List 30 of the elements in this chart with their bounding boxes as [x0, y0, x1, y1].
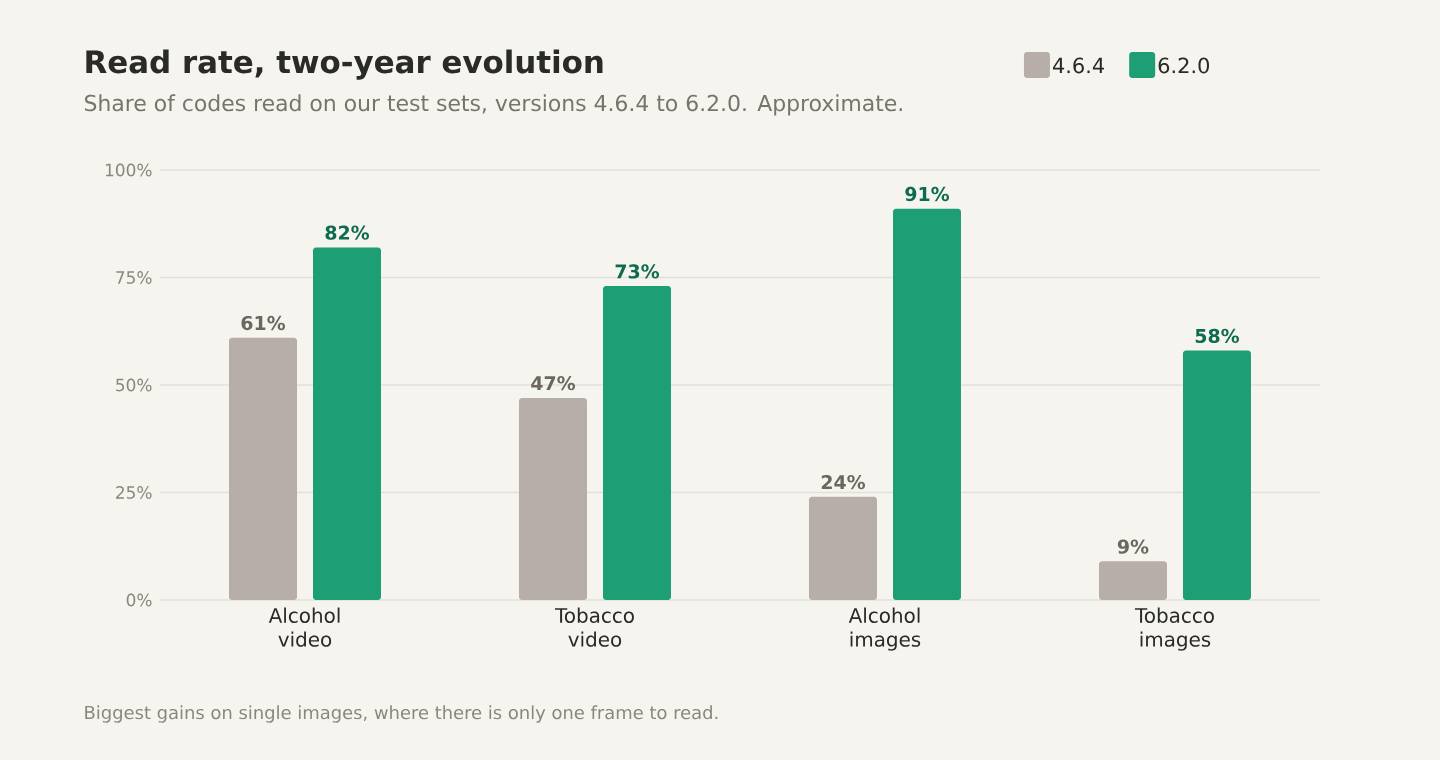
legend-label: 6.2.0 [1158, 57, 1209, 74]
x-tick-label: Tobacco video [554, 607, 634, 647]
bar [808, 496, 877, 600]
data-label: 9% [1117, 539, 1149, 554]
y-tick-label: 100% [105, 163, 152, 177]
y-tick-label: 75% [116, 271, 152, 284]
bar [602, 286, 671, 600]
bar [1098, 561, 1167, 600]
y-tick-label: 0% [126, 593, 152, 607]
legend-label: 4.6.4 [1052, 57, 1104, 74]
y-tick-label: 25% [116, 486, 152, 499]
data-label: 82% [325, 225, 370, 240]
x-tick-label: Tobacco images [1134, 607, 1214, 651]
bar [229, 337, 297, 600]
x-tick-label: Alcohol video [268, 607, 340, 647]
chart-title: Read rate, two-year evolution [86, 49, 603, 80]
data-label: 58% [1195, 328, 1240, 344]
data-label: 24% [821, 474, 866, 490]
bar [1182, 350, 1251, 600]
bar [518, 397, 587, 600]
data-label: 61% [241, 315, 286, 331]
data-label: 73% [615, 264, 660, 279]
data-label: 47% [531, 376, 576, 391]
bar [313, 247, 381, 600]
y-tick-label: 50% [116, 378, 152, 392]
text: Biggest gains on single images, where there is only one frame to read. [85, 705, 718, 723]
data-label: 91% [905, 186, 950, 202]
bar [892, 208, 961, 600]
chart-subtitle: Share of codes read on our test sets, versions 4.6.4 to 6.2.0. Approximate. [84, 94, 902, 116]
x-tick-label: Alcohol images [848, 607, 921, 651]
